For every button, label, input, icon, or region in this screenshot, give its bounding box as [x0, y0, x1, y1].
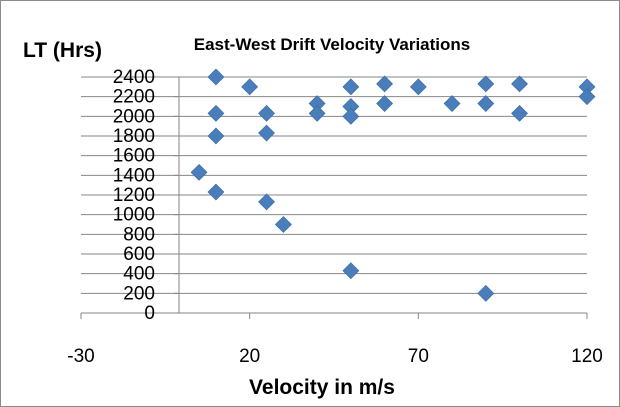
data-point [258, 193, 275, 211]
x-axis-label: Velocity in m/s [249, 376, 395, 399]
x-tick-label: 20 [239, 346, 260, 367]
data-point [477, 75, 495, 93]
chart-title: East-West Drift Velocity Variations [194, 35, 471, 54]
data-point [342, 78, 360, 96]
y-tick-label: 1400 [113, 165, 155, 186]
data-point [578, 88, 596, 106]
data-point [477, 95, 495, 112]
y-tick-label: 2200 [113, 87, 155, 108]
y-tick-label: 1000 [113, 205, 155, 226]
x-tick-label: 70 [408, 346, 429, 367]
data-point [376, 75, 394, 93]
y-tick-label: 0 [144, 303, 155, 324]
gridlines [81, 76, 587, 294]
data-point [207, 127, 225, 145]
y-tick-labels: 0200400600800100012001400160018002000220… [113, 67, 155, 324]
data-point [207, 104, 225, 122]
data-point [511, 75, 528, 93]
y-tick-label: 600 [123, 244, 155, 265]
data-point [207, 68, 225, 86]
data-point [409, 78, 427, 96]
data-point [342, 107, 360, 125]
y-tick-label: 400 [123, 264, 155, 285]
data-point [308, 104, 326, 122]
data-point [190, 163, 208, 181]
y-tick-label: 1200 [113, 185, 155, 206]
x-tick-labels: -30 20 70 120 [67, 346, 603, 367]
x-tick-label: -30 [67, 346, 94, 367]
data-point [477, 284, 495, 302]
y-tick-label: 1800 [113, 126, 155, 147]
data-point [376, 95, 394, 112]
y-tick-label: 2000 [113, 106, 155, 127]
data-point [443, 95, 461, 112]
y-tick-label: 1600 [113, 146, 155, 167]
x-tick-label: 120 [571, 346, 603, 367]
data-point [258, 124, 275, 142]
y-axis-label: LT (Hrs) [23, 39, 102, 62]
data-points [190, 68, 596, 302]
data-point [274, 216, 292, 233]
data-point [241, 78, 259, 96]
y-tick-label: 800 [123, 224, 155, 245]
data-point [511, 104, 528, 122]
data-point [258, 104, 275, 122]
axes [80, 76, 588, 319]
y-tick-label: 2400 [113, 67, 155, 88]
data-point [342, 262, 360, 280]
data-point [207, 183, 225, 201]
y-tick-label: 200 [123, 283, 155, 304]
